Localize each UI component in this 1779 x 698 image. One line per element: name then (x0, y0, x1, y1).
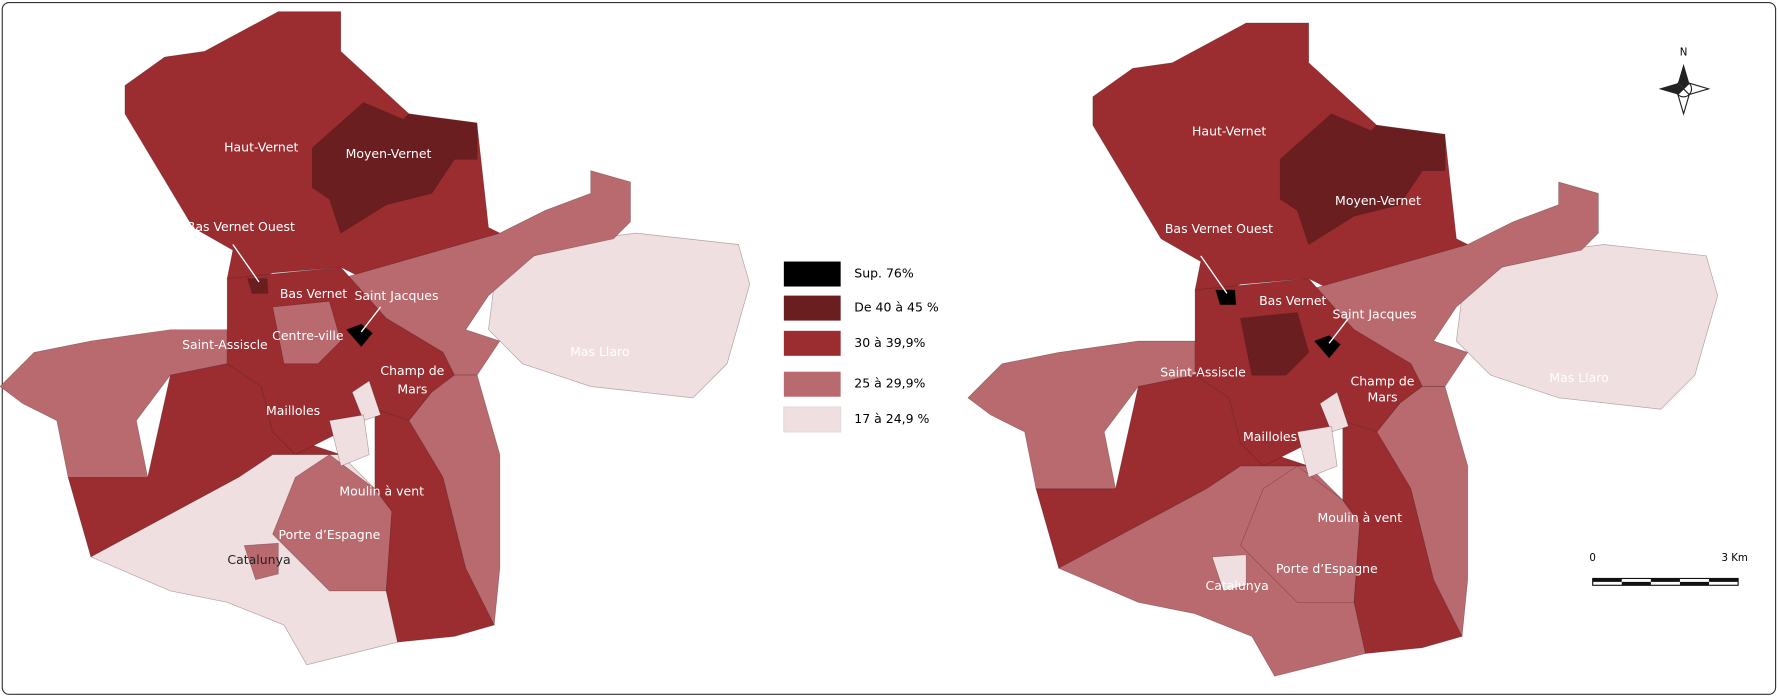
district-label: Haut-Vernet (224, 139, 298, 154)
district-label: Mailloles (266, 403, 320, 418)
scale-seg (1679, 581, 1710, 586)
district-label: Mars (1367, 389, 1397, 404)
district-label: Bas Vernet Ouest (1165, 221, 1273, 236)
district-label: Saint-Assiscle (1160, 364, 1246, 379)
district-label: Champ de (1351, 373, 1415, 388)
district-label: Centre-ville (272, 328, 344, 343)
district-label: Bas Vernet (280, 286, 347, 301)
scale-seg (1592, 578, 1622, 582)
district-label: Moyen-Vernet (1335, 193, 1421, 208)
district-label: Bas Vernet Ouest (187, 219, 295, 234)
legend-swatch (783, 330, 841, 356)
district-label: Catalunya (1205, 578, 1268, 593)
map-right: Haut-Vernet Moyen-Vernet Bas Vernet Ouest B… (967, 22, 1719, 677)
district-label: Mars (397, 381, 427, 396)
legend-label: 17 à 24,9 % (854, 411, 929, 426)
scale-seg (1709, 578, 1739, 582)
compass-needle (1658, 83, 1684, 95)
district-label: Mas Llaro (1549, 370, 1608, 385)
compass-needle (1682, 82, 1711, 96)
district (1240, 312, 1310, 376)
district (1211, 554, 1247, 592)
district (247, 278, 269, 294)
district (1376, 386, 1469, 638)
legend-label: 30 à 39,9% (854, 335, 925, 350)
scale-bar: 0 3 Km (1589, 553, 1748, 586)
district (1319, 391, 1349, 433)
district (374, 391, 495, 643)
legend-swatch (783, 261, 841, 287)
district-label: Mailloles (1243, 429, 1297, 444)
district-label: Bas Vernet (1259, 293, 1326, 308)
district-label: Saint Jacques (1333, 306, 1417, 321)
scale-start: 0 (1589, 553, 1596, 564)
legend-label: Sup. 76% (854, 266, 914, 281)
compass: N (1658, 48, 1711, 116)
district-label: Catalunya (227, 552, 290, 567)
pointer (1200, 255, 1228, 294)
pointer (1328, 317, 1349, 344)
legend-label: De 40 à 45 % (854, 300, 939, 315)
district-label: Champ de (380, 363, 444, 378)
district (1342, 402, 1463, 654)
district (1296, 425, 1338, 478)
district (1313, 334, 1341, 359)
map-left: Haut-Vernet Moyen-Vernet Bas Vernet Ouest B… (0, 11, 751, 666)
district-label: Haut-Vernet (1192, 124, 1266, 139)
district (1215, 289, 1237, 306)
district-label: Saint-Assiscle (182, 337, 268, 352)
district-label: Moyen-Vernet (346, 146, 432, 161)
district-label: Porte d’Espagne (279, 527, 381, 542)
district (351, 380, 381, 421)
district-label: Moulin à vent (1317, 510, 1402, 525)
district (312, 102, 478, 234)
legend-swatch (783, 406, 842, 433)
scale-seg (1621, 581, 1651, 586)
district (1279, 113, 1446, 246)
compass-ring (1675, 80, 1693, 98)
pointer (232, 244, 260, 283)
compass-needle (1677, 63, 1690, 89)
legend-swatch (783, 295, 841, 321)
district-label: Mas Llaro (570, 344, 629, 359)
legend-label: 25 à 29,9% (854, 376, 925, 391)
district-label: Porte d’Espagne (1276, 561, 1378, 576)
legend: Sup. 76% De 40 à 45 % 30 à 39,9% 25 à 29,9%… (783, 261, 939, 433)
legend-swatch (783, 371, 841, 397)
district-label: Saint Jacques (354, 288, 438, 303)
compass-label: N (1680, 48, 1688, 59)
district (272, 300, 342, 365)
district (345, 323, 374, 348)
district (243, 542, 279, 581)
district (329, 414, 370, 467)
pointer (360, 306, 382, 333)
district (408, 374, 501, 627)
district-label: Moulin à vent (339, 484, 424, 499)
scale-end: 3 Km (1721, 553, 1747, 564)
scale-seg (1650, 578, 1680, 582)
